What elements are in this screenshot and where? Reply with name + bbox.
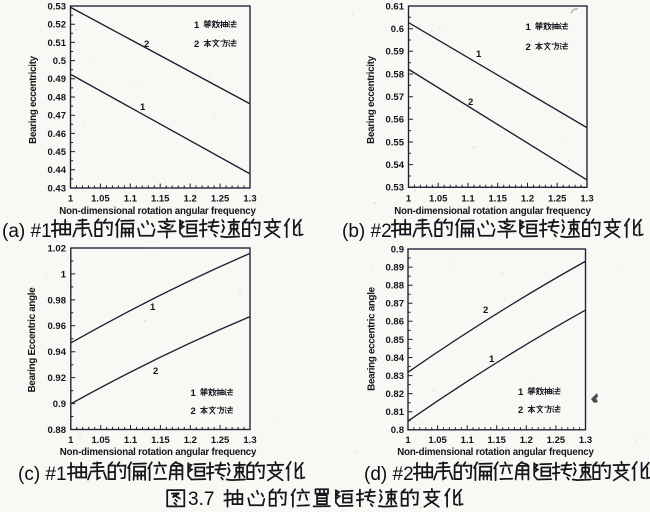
svg-text:2: 2 [144, 39, 149, 50]
svg-text:0.84: 0.84 [386, 353, 405, 364]
svg-text:Non-dimensional rotation angul: Non-dimensional rotation angular frequen… [60, 447, 257, 458]
svg-text:1: 1 [194, 20, 200, 31]
svg-text:(b) #2: (b) #2 [342, 221, 392, 242]
svg-text:2: 2 [194, 39, 199, 50]
svg-text:1.1: 1.1 [124, 194, 138, 205]
svg-text:1.1: 1.1 [124, 435, 138, 446]
svg-text:0.81: 0.81 [386, 407, 405, 418]
svg-text:0.56: 0.56 [386, 115, 405, 126]
svg-text:0.9: 0.9 [53, 399, 66, 410]
svg-text:1.05: 1.05 [91, 194, 110, 205]
svg-text:2: 2 [191, 406, 196, 417]
svg-text:1.15: 1.15 [488, 194, 507, 205]
svg-text:Bearing eccentric angle: Bearing eccentric angle [367, 286, 378, 390]
svg-text:Bearing eccentricity: Bearing eccentricity [366, 55, 377, 144]
svg-text:0.98: 0.98 [48, 295, 67, 306]
svg-text:1: 1 [68, 435, 74, 446]
svg-text:0.46: 0.46 [48, 129, 67, 140]
svg-text:1.2: 1.2 [184, 194, 197, 205]
svg-text:1.3: 1.3 [580, 194, 593, 205]
svg-text:Non-dimensional rotation angul: Non-dimensional rotation angular frequen… [397, 447, 594, 458]
svg-text:0.59: 0.59 [386, 47, 405, 58]
svg-text:0.58: 0.58 [386, 69, 405, 80]
svg-text:1.2: 1.2 [184, 435, 197, 446]
svg-text:0.82: 0.82 [386, 389, 405, 400]
svg-text:1: 1 [150, 302, 156, 313]
svg-text:1: 1 [61, 269, 67, 280]
svg-text:0.55: 0.55 [386, 137, 405, 148]
svg-text:0.45: 0.45 [48, 147, 67, 158]
svg-text:(c) #1: (c) #1 [18, 464, 67, 485]
svg-text:1.15: 1.15 [487, 435, 506, 446]
svg-text:0.47: 0.47 [48, 111, 67, 122]
svg-text:1.25: 1.25 [211, 435, 230, 446]
svg-text:0.5: 0.5 [53, 56, 67, 67]
svg-text:0.48: 0.48 [48, 92, 67, 103]
svg-text:1.2: 1.2 [521, 194, 534, 205]
svg-text:0.88: 0.88 [386, 281, 405, 292]
svg-text:0.9: 0.9 [391, 244, 404, 255]
svg-text:1.1: 1.1 [461, 194, 475, 205]
svg-text:0.51: 0.51 [48, 38, 67, 49]
svg-text:0.96: 0.96 [48, 321, 67, 332]
svg-text:0.49: 0.49 [48, 74, 67, 85]
svg-text:Non-dimensional rotation angul: Non-dimensional rotation angular frequen… [394, 206, 591, 217]
svg-text:0.8: 0.8 [391, 425, 404, 436]
svg-text:Non-dimensional rotation angul: Non-dimensional rotation angular frequen… [59, 206, 256, 217]
svg-text:1.02: 1.02 [48, 243, 67, 254]
svg-text:1.3: 1.3 [243, 194, 256, 205]
svg-text:(d) #2: (d) #2 [364, 464, 414, 485]
svg-text:Bearing Eccentric angle: Bearing Eccentric angle [27, 287, 38, 393]
svg-text:0.92: 0.92 [48, 373, 67, 384]
svg-text:0.94: 0.94 [48, 347, 67, 358]
svg-text:1: 1 [518, 387, 524, 398]
svg-text:0.43: 0.43 [48, 183, 67, 194]
svg-text:1: 1 [489, 354, 495, 365]
svg-text:2: 2 [483, 305, 488, 316]
svg-text:1.2: 1.2 [520, 435, 533, 446]
svg-text:0.53: 0.53 [386, 183, 405, 194]
svg-text:0.61: 0.61 [386, 1, 405, 12]
svg-text:0.44: 0.44 [48, 165, 67, 176]
svg-text:1.25: 1.25 [211, 194, 230, 205]
svg-text:1.15: 1.15 [151, 435, 170, 446]
svg-text:1: 1 [526, 22, 532, 33]
svg-text:1.1: 1.1 [461, 435, 475, 446]
svg-text:1.05: 1.05 [91, 435, 110, 446]
svg-text:1.05: 1.05 [429, 194, 448, 205]
svg-text:0.83: 0.83 [386, 371, 405, 382]
svg-text:0.53: 0.53 [48, 1, 67, 12]
svg-text:1.3: 1.3 [579, 435, 592, 446]
svg-text:0.6: 0.6 [391, 24, 404, 35]
svg-text:1.05: 1.05 [428, 435, 447, 446]
svg-text:0.88: 0.88 [48, 425, 67, 436]
svg-text:0.87: 0.87 [386, 299, 405, 310]
svg-text:2: 2 [153, 366, 158, 377]
svg-text:1: 1 [140, 102, 146, 113]
svg-text:2: 2 [526, 42, 531, 53]
svg-text:(a) #1: (a) #1 [2, 221, 52, 242]
svg-text:1: 1 [68, 194, 74, 205]
svg-text:0.52: 0.52 [48, 20, 67, 31]
svg-text:2: 2 [468, 97, 473, 108]
svg-text:1.15: 1.15 [151, 194, 170, 205]
svg-text:0.54: 0.54 [386, 160, 405, 171]
svg-text:0.85: 0.85 [386, 335, 405, 346]
svg-text:1: 1 [406, 194, 412, 205]
svg-text:1.25: 1.25 [547, 435, 566, 446]
svg-text:2: 2 [518, 405, 523, 416]
svg-text:0.89: 0.89 [386, 263, 405, 274]
svg-text:0.86: 0.86 [386, 317, 405, 328]
svg-text:0.57: 0.57 [386, 92, 405, 103]
svg-text:1.25: 1.25 [548, 194, 567, 205]
svg-text:1: 1 [405, 435, 411, 446]
svg-text:1: 1 [476, 49, 482, 60]
svg-text:3.7: 3.7 [188, 489, 214, 510]
svg-text:1.3: 1.3 [243, 435, 256, 446]
svg-text:1: 1 [191, 388, 197, 399]
svg-text:Bearing eccentricity: Bearing eccentricity [28, 55, 39, 144]
